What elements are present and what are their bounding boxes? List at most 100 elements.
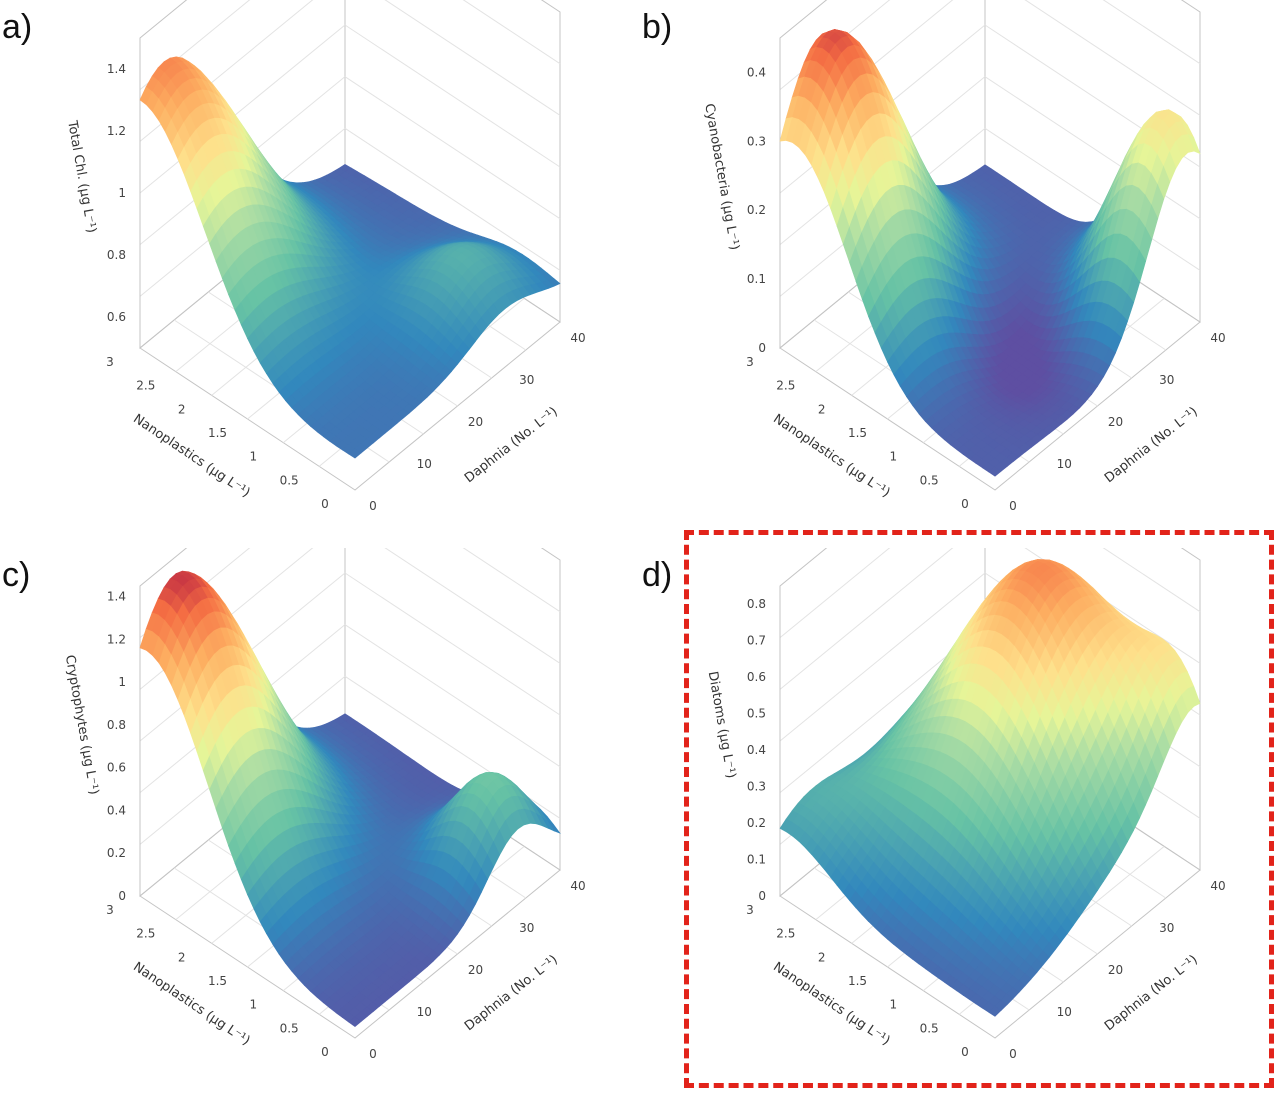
- x-tick-label: 0: [961, 497, 969, 511]
- z-tick-label: 0.5: [747, 707, 766, 721]
- y-tick-label: 10: [417, 1005, 432, 1019]
- grid-line: [779, 548, 891, 639]
- panel-c: c) 0 0.5 1 1.5 2 2.5 3 0 10 20 30 40 0 0.2 0.4 0.6 0.8 1 1…: [0, 548, 640, 1093]
- y-tick-label: 30: [519, 373, 534, 387]
- z-axis-title: Diatoms (μg L⁻¹): [705, 670, 739, 779]
- z-tick-label: 1.4: [107, 62, 126, 76]
- surface: [779, 559, 1201, 1017]
- surface-patch: [988, 466, 1002, 477]
- z-tick-label: 1: [118, 186, 126, 200]
- z-tick-label: 0.3: [747, 780, 766, 794]
- z-tick-label: 0.2: [747, 203, 766, 217]
- grid-line: [984, 127, 1201, 271]
- y-tick-label: 20: [1108, 415, 1123, 429]
- y-tick-label: 30: [519, 921, 534, 935]
- grid-line: [1102, 0, 1201, 65]
- x-tick-label: 1.5: [208, 426, 227, 440]
- z-tick-label: 0: [758, 889, 766, 903]
- z-tick-label: 0.6: [107, 761, 126, 775]
- grid-line: [139, 24, 346, 194]
- x-axis-title: Nanoplastics (μg L⁻¹): [130, 411, 252, 500]
- x-tick-label: 2: [818, 402, 826, 416]
- x-tick-label: 1: [250, 998, 258, 1012]
- x-axis-title: Nanoplastics (μg L⁻¹): [770, 411, 892, 500]
- surface-plot: 00.511.522.5301020304000.10.20.30.40.50.…: [705, 548, 1226, 1061]
- grid-line: [1024, 0, 1201, 116]
- z-tick-label: 0: [118, 889, 126, 903]
- grid-line: [1102, 548, 1201, 613]
- x-tick-label: 2: [818, 950, 826, 964]
- y-tick-label: 40: [1210, 331, 1225, 345]
- x-tick-label: 3: [746, 355, 754, 369]
- x-tick-label: 0.5: [280, 1021, 299, 1035]
- x-tick-label: 2.5: [776, 379, 795, 393]
- z-axis-title: Cryptophytes (μg L⁻¹): [62, 654, 101, 796]
- panel-label: d): [642, 556, 673, 594]
- y-tick-label: 30: [1159, 373, 1174, 387]
- x-axis-title: Nanoplastics (μg L⁻¹): [770, 959, 892, 1048]
- surface: [139, 570, 561, 1027]
- x-tick-label: 2.5: [776, 927, 795, 941]
- y-tick-label: 20: [1108, 963, 1123, 977]
- ticks: 00.511.522.5301020304000.10.20.30.40.50.…: [746, 597, 1225, 1061]
- x-tick-label: 1: [890, 998, 898, 1012]
- x-tick-label: 1.5: [848, 974, 867, 988]
- y-tick-label: 20: [468, 415, 483, 429]
- y-tick-label: 0: [1009, 1047, 1017, 1061]
- x-tick-label: 3: [106, 355, 114, 369]
- z-axis-title: Cyanobacteria (μg L⁻¹): [701, 102, 742, 251]
- z-tick-label: 0.1: [747, 272, 766, 286]
- surface-plot: 00.511.522.5301020304000.20.40.60.811.21…: [62, 548, 586, 1061]
- surface-patch: [348, 448, 362, 459]
- x-tick-label: 2: [178, 402, 186, 416]
- panel-label: c): [2, 556, 31, 594]
- z-tick-label: 0.2: [747, 816, 766, 830]
- panel-b: b) 0 0.5 1 1.5 2 2.5 3 0 10 20 30 40 0 0.1 0.2 0.3 0.4 Cy…: [640, 0, 1280, 545]
- surface: [139, 56, 561, 459]
- grid-line: [344, 127, 561, 271]
- x-axis-title: Nanoplastics (μg L⁻¹): [130, 959, 252, 1048]
- z-tick-label: 0.2: [107, 846, 126, 860]
- grid-line: [344, 624, 561, 768]
- x-tick-label: 0: [321, 1045, 329, 1059]
- z-tick-label: 1.4: [107, 590, 126, 604]
- z-tick-label: 0: [758, 341, 766, 355]
- z-tick-label: 0.8: [107, 718, 126, 732]
- z-tick-label: 0.3: [747, 134, 766, 148]
- panel-a: a) 0 0.5 1 1.5 2 2.5 3 0 10 20 30 40 0.6 0.8 1 1.2 1.4 To…: [0, 0, 640, 545]
- z-tick-label: 0.8: [747, 597, 766, 611]
- grid-line: [384, 548, 561, 664]
- x-tick-label: 0.5: [920, 1021, 939, 1035]
- grid-line: [384, 0, 561, 116]
- grid-line: [779, 548, 954, 690]
- surface-patch: [348, 1016, 362, 1027]
- y-tick-label: 40: [1210, 879, 1225, 893]
- panel-d: d) 0 0.5 1 1.5 2 2.5 3 0 10 20 30 40 0 0.1 0.2 0.3 0.4 0.…: [640, 548, 1280, 1093]
- grid-line: [462, 0, 561, 65]
- x-tick-label: 1: [250, 450, 258, 464]
- y-tick-label: 0: [1009, 499, 1017, 513]
- surface-plot: 00.511.522.530102030400.60.811.21.4Total…: [64, 0, 586, 513]
- panel-label: b): [642, 8, 673, 46]
- z-tick-label: 0.4: [107, 803, 126, 817]
- x-tick-label: 1: [890, 450, 898, 464]
- ticks: 00.511.522.5301020304000.20.40.60.811.21…: [106, 590, 585, 1061]
- surface: [779, 29, 1201, 477]
- x-tick-label: 2.5: [136, 379, 155, 393]
- x-tick-label: 0.5: [280, 473, 299, 487]
- y-tick-label: 10: [1057, 457, 1072, 471]
- panel-label: a): [2, 8, 33, 46]
- x-tick-label: 0: [961, 1045, 969, 1059]
- x-tick-label: 2.5: [136, 927, 155, 941]
- y-tick-label: 40: [570, 879, 585, 893]
- z-tick-label: 0.1: [747, 853, 766, 867]
- surface-plot: 00.511.522.5301020304000.10.20.30.4Cyano…: [701, 0, 1226, 513]
- grid-line: [344, 24, 561, 168]
- y-tick-label: 0: [369, 499, 377, 513]
- grid-line: [779, 572, 986, 742]
- x-tick-label: 1.5: [848, 426, 867, 440]
- surface-patch: [988, 1006, 1002, 1017]
- z-tick-label: 0.6: [747, 670, 766, 684]
